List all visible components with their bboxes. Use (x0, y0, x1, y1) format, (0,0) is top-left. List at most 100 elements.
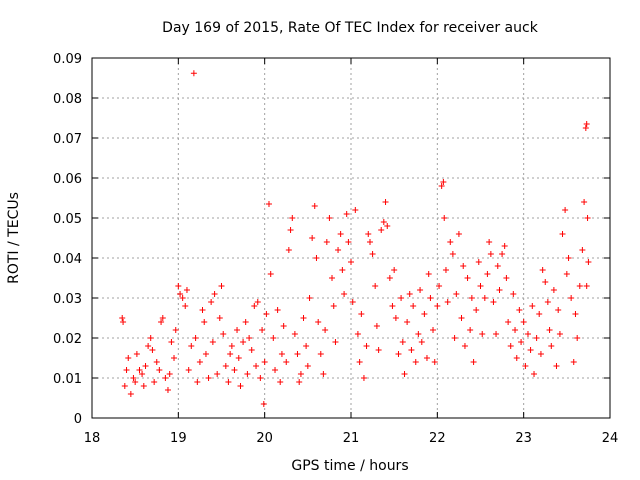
data-point (479, 331, 486, 337)
data-point (335, 247, 342, 253)
y-tick-label: 0.08 (53, 92, 82, 107)
data-point (315, 319, 322, 325)
data-point (330, 303, 337, 309)
data-point (228, 343, 235, 349)
data-point (201, 319, 208, 325)
data-point (546, 327, 553, 333)
data-point (470, 359, 477, 365)
data-point (304, 363, 311, 369)
data-point (265, 201, 272, 207)
data-point (309, 235, 316, 241)
data-point (392, 315, 399, 321)
data-point (352, 207, 359, 213)
data-point (272, 367, 279, 373)
data-point (536, 311, 543, 317)
data-point (473, 307, 480, 313)
data-point (503, 275, 510, 281)
data-point (404, 319, 411, 325)
data-point (339, 267, 346, 273)
data-point (562, 207, 569, 213)
data-point (227, 351, 234, 357)
data-point (188, 343, 195, 349)
y-tick-label: 0.09 (53, 52, 82, 67)
data-point (585, 259, 592, 265)
data-point (464, 275, 471, 281)
data-point (259, 327, 266, 333)
data-point (486, 239, 493, 245)
data-point (277, 379, 284, 385)
data-point (438, 183, 445, 189)
data-point (444, 299, 451, 305)
data-point (127, 391, 134, 397)
data-point (329, 275, 336, 281)
data-point (263, 311, 270, 317)
data-point (570, 359, 577, 365)
data-point (516, 307, 523, 313)
data-point (477, 283, 484, 289)
data-point (244, 371, 251, 377)
data-point (151, 379, 158, 385)
data-point (458, 315, 465, 321)
data-point (349, 299, 356, 305)
y-tick-label: 0.06 (53, 172, 82, 187)
data-point (398, 295, 405, 301)
data-point (205, 375, 212, 381)
data-point (356, 359, 363, 365)
data-point (354, 331, 361, 337)
data-point (410, 303, 417, 309)
data-point (453, 291, 460, 297)
data-point (132, 379, 139, 385)
data-point (412, 359, 419, 365)
x-axis-ticks: 18 19 20 21 22 23 24 (84, 58, 618, 446)
chart-title: Day 169 of 2015, Rate Of TEC Index for r… (162, 20, 539, 36)
data-point (553, 363, 560, 369)
y-tick-label: 0.02 (53, 332, 82, 347)
data-point (194, 379, 201, 385)
data-point (296, 379, 303, 385)
data-point (237, 383, 244, 389)
y-tick-label: 0 (74, 412, 82, 427)
data-point (260, 401, 267, 407)
data-point (153, 359, 160, 365)
x-tick-label: 22 (429, 431, 446, 446)
data-point (513, 355, 520, 361)
data-point (287, 227, 294, 233)
data-point (386, 275, 393, 281)
data-point (235, 355, 242, 361)
data-point (418, 339, 425, 345)
data-point (343, 211, 350, 217)
data-point (527, 347, 534, 353)
data-point (179, 295, 186, 301)
data-point (421, 311, 428, 317)
data-point (303, 343, 310, 349)
data-point (490, 299, 497, 305)
data-point (555, 307, 562, 313)
data-point (270, 335, 277, 341)
data-point (300, 315, 307, 321)
y-tick-label: 0.07 (53, 132, 82, 147)
data-point (431, 359, 438, 365)
data-point (159, 315, 166, 321)
data-point (323, 239, 330, 245)
data-point (559, 231, 566, 237)
data-point (582, 125, 589, 131)
data-point (294, 351, 301, 357)
data-point (522, 363, 529, 369)
data-point (311, 203, 318, 209)
y-tick-label: 0.01 (53, 372, 82, 387)
data-point (242, 319, 249, 325)
data-point (494, 263, 501, 269)
data-point (156, 367, 163, 373)
data-point (550, 287, 557, 293)
data-point (190, 70, 197, 77)
data-point (487, 251, 494, 257)
data-point (162, 375, 169, 381)
data-point (363, 343, 370, 349)
data-point (533, 335, 540, 341)
data-point (518, 339, 525, 345)
data-point (240, 339, 247, 345)
data-point (291, 331, 298, 337)
data-point (436, 283, 443, 289)
data-point (280, 323, 287, 329)
data-point (254, 299, 261, 305)
